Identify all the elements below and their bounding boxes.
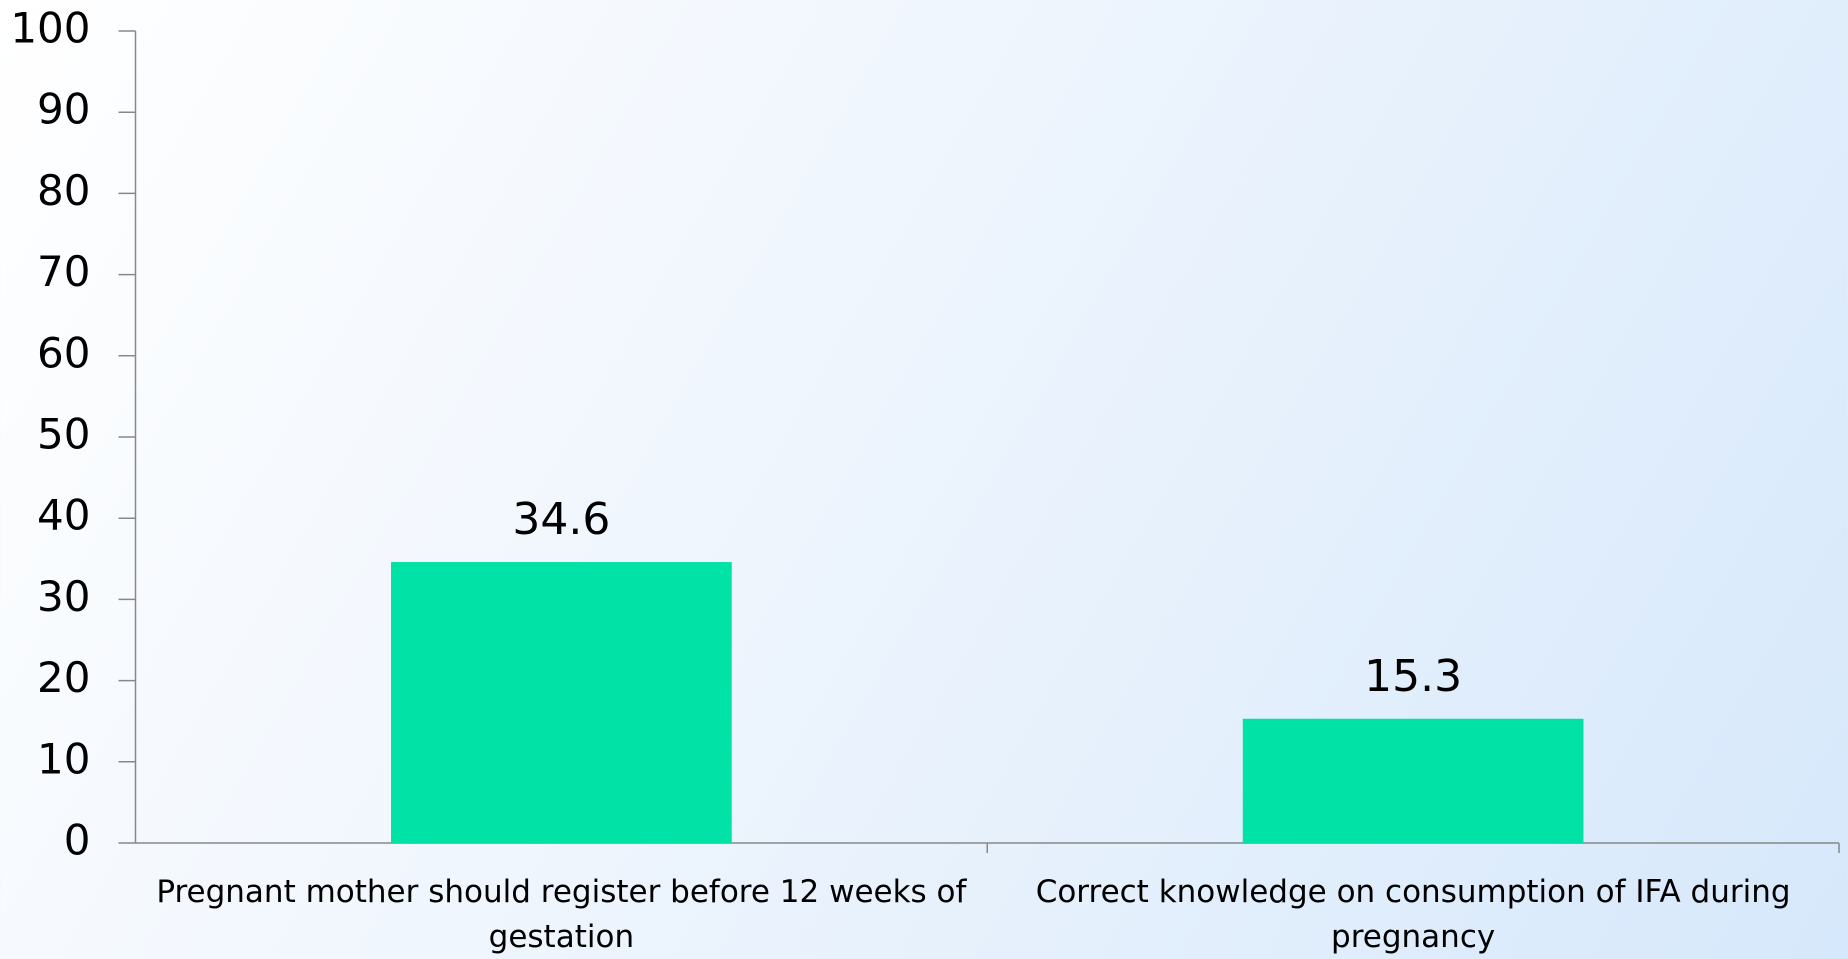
value-label: 34.6 — [512, 494, 610, 545]
bar — [391, 562, 732, 843]
y-tick-label: 20 — [37, 653, 90, 702]
y-tick-label: 40 — [37, 491, 90, 540]
y-tick-label: 60 — [37, 328, 90, 377]
y-tick-label: 0 — [64, 816, 91, 865]
y-tick-label: 30 — [37, 572, 90, 621]
y-tick-label: 70 — [37, 247, 90, 296]
y-tick-label: 100 — [10, 4, 90, 53]
y-tick-label: 90 — [37, 85, 90, 134]
x-tick-label: Pregnant mother should register before 1… — [156, 874, 967, 955]
y-tick-label: 80 — [37, 166, 90, 215]
y-tick-label: 50 — [37, 410, 90, 459]
bar — [1242, 718, 1584, 843]
y-tick-label: 10 — [37, 734, 90, 783]
value-label: 15.3 — [1364, 651, 1462, 702]
x-tick-label: Correct knowledge on consumption of IFA … — [1035, 874, 1791, 955]
